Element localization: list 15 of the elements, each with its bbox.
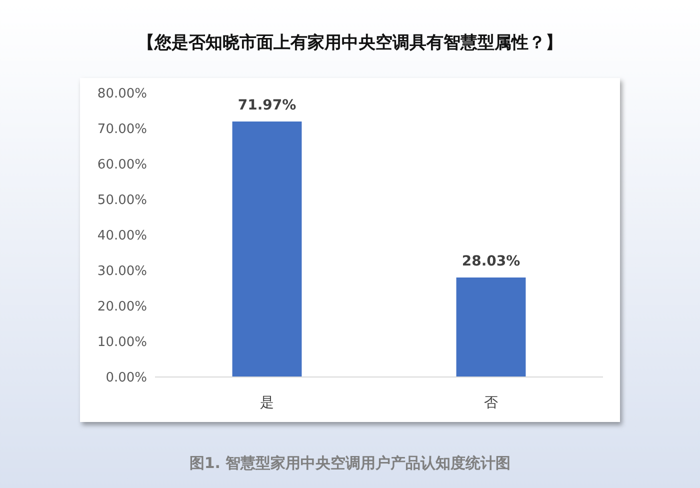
- caption: 图1. 智慧型家用中央空调用户产品认知度统计图: [189, 454, 511, 472]
- y-tick-label: 60.00%: [97, 158, 147, 173]
- data-label: 71.97%: [238, 98, 296, 114]
- y-tick-label: 20.00%: [97, 300, 147, 315]
- data-label: 28.03%: [462, 253, 520, 270]
- y-tick-label: 40.00%: [97, 228, 147, 244]
- y-tick-label: 30.00%: [97, 264, 147, 280]
- chart-title: 【您是否知晓市面上有家用中央空调具有智慧型属性？】: [138, 33, 562, 53]
- y-tick-label: 50.00%: [97, 193, 147, 208]
- y-tick-label: 80.00%: [97, 86, 147, 102]
- y-tick-label: 10.00%: [97, 335, 147, 350]
- y-tick-label: 0.00%: [106, 370, 147, 386]
- x-tick-label: 是: [260, 395, 274, 411]
- x-tick-label: 否: [484, 395, 498, 411]
- y-tick-label: 70.00%: [97, 122, 147, 138]
